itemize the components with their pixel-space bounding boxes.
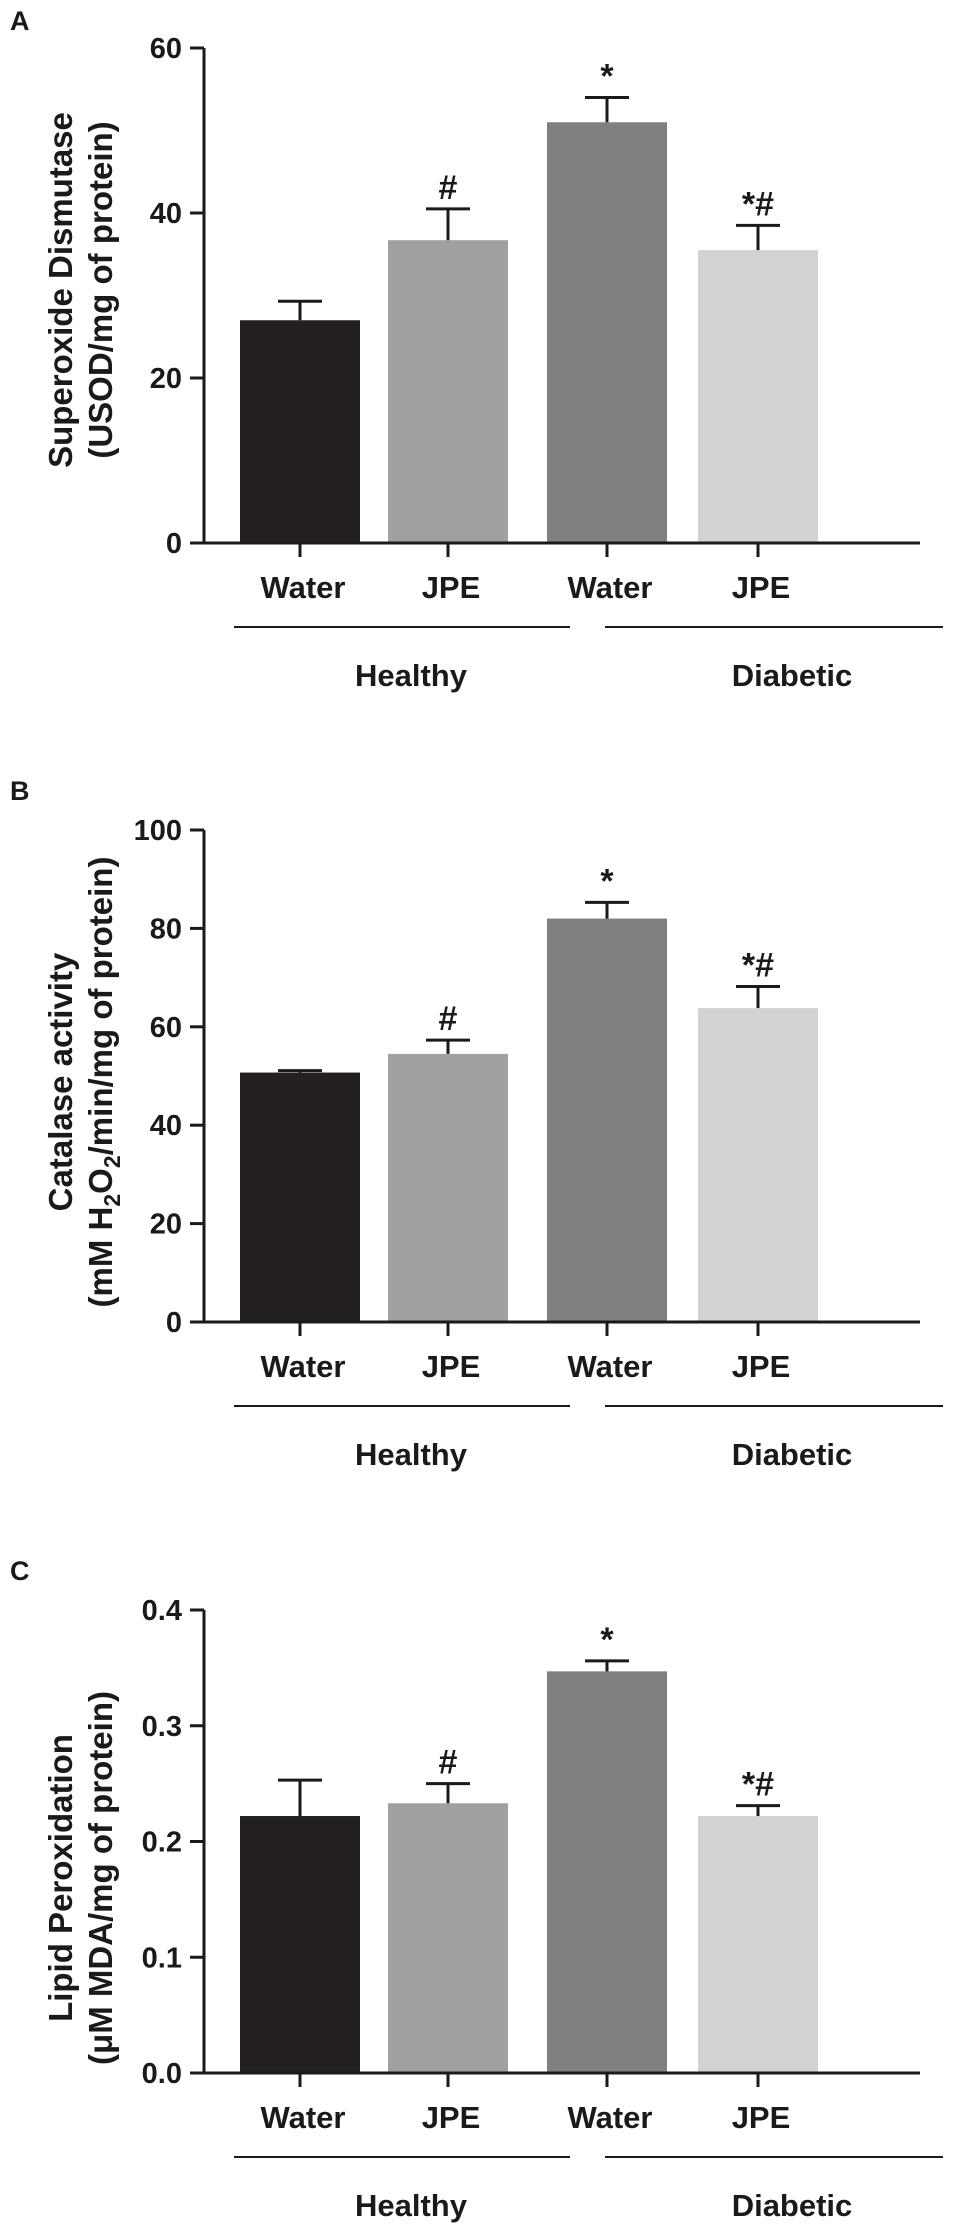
y-tick-label-0: 0.0: [142, 2058, 182, 2090]
significance-mark-2: *: [600, 1621, 614, 1659]
y-tick-label-5: 100: [134, 815, 182, 847]
category-label-2: Water: [568, 2100, 653, 2135]
y-tick-label-4: 80: [150, 913, 182, 945]
bar-3: [698, 1008, 818, 1322]
y-tick-label-4: 0.4: [142, 1595, 182, 1627]
bar-0: [240, 1072, 360, 1322]
significance-mark-1: #: [439, 1744, 458, 1782]
significance-mark-3: *#: [742, 946, 774, 984]
significance-mark-3: *#: [742, 185, 774, 223]
category-label-3: JPE: [732, 570, 791, 605]
y-tick-label-1: 20: [150, 1209, 182, 1241]
y-axis-label-line2: (USOD/mg of protein): [82, 121, 119, 458]
category-label-2: Water: [568, 1349, 653, 1384]
y-axis-label-line1: Catalase activity: [42, 952, 79, 1211]
group-label-0: Healthy: [355, 658, 468, 693]
group-label-1: Diabetic: [732, 658, 853, 693]
ylabel-part-c: /min/mg of protein): [82, 857, 119, 1156]
y-tick-label-2: 40: [150, 198, 182, 230]
category-label-0: Water: [261, 570, 346, 605]
panel-a: A Superoxide Dismutase (USOD/mg of prote…: [10, 6, 943, 693]
significance-mark-2: *: [600, 862, 614, 900]
significance-mark-3: *#: [742, 1766, 774, 1804]
group-label-0: Healthy: [355, 1437, 468, 1472]
y-tick-label-3: 60: [150, 33, 182, 65]
category-label-3: JPE: [732, 1349, 791, 1384]
bar-2: [547, 1671, 667, 2073]
ylabel-sub-2: 2: [99, 1155, 125, 1168]
category-label-1: JPE: [422, 2100, 481, 2135]
y-tick-label-1: 20: [150, 363, 182, 395]
bar-0: [240, 320, 360, 543]
category-label-1: JPE: [422, 570, 481, 605]
y-axis-label-line1: Superoxide Dismutase: [42, 112, 79, 468]
y-tick-label-2: 40: [150, 1110, 182, 1142]
bar-3: [698, 250, 818, 543]
ylabel-sub-1: 2: [99, 1194, 125, 1207]
category-label-0: Water: [261, 2100, 346, 2135]
y-axis-label-line1: Lipid Peroxidation: [42, 1734, 79, 2022]
ylabel-part-b: O: [82, 1168, 119, 1194]
significance-mark-2: *: [600, 58, 614, 96]
bar-2: [547, 918, 667, 1322]
bar-1: [388, 1053, 508, 1322]
significance-mark-1: #: [439, 1000, 458, 1038]
ylabel-part-a: (mM H: [82, 1207, 119, 1308]
panel-letter: B: [10, 776, 30, 806]
bar-3: [698, 1816, 818, 2073]
y-axis-label-line2: (mM H2O2/min/mg of protein): [82, 857, 125, 1308]
panel-b: B Catalase activity (mM H2O2/min/mg of p…: [10, 776, 943, 1472]
category-label-2: Water: [568, 570, 653, 605]
bar-0: [240, 1816, 360, 2073]
category-label-1: JPE: [422, 1349, 481, 1384]
group-label-0: Healthy: [355, 2188, 468, 2223]
category-label-0: Water: [261, 1349, 346, 1384]
y-tick-label-0: 0: [166, 1307, 182, 1339]
category-label-3: JPE: [732, 2100, 791, 2135]
group-label-1: Diabetic: [732, 2188, 853, 2223]
y-tick-label-0: 0: [166, 528, 182, 560]
y-axis-label-line2: (μM MDA/mg of protein): [82, 1691, 119, 2065]
y-tick-label-2: 0.2: [142, 1827, 182, 1859]
group-label-1: Diabetic: [732, 1437, 853, 1472]
panel-c: C Lipid Peroxidation (μM MDA/mg of prote…: [10, 1556, 943, 2223]
bar-1: [388, 240, 508, 543]
y-tick-label-1: 0.1: [142, 1942, 182, 1974]
y-tick-label-3: 0.3: [142, 1711, 182, 1743]
bar-2: [547, 122, 667, 543]
panel-letter: C: [10, 1556, 30, 1586]
bar-1: [388, 1803, 508, 2073]
y-tick-label-3: 60: [150, 1012, 182, 1044]
panel-letter: A: [10, 6, 30, 36]
significance-mark-1: #: [439, 169, 458, 207]
